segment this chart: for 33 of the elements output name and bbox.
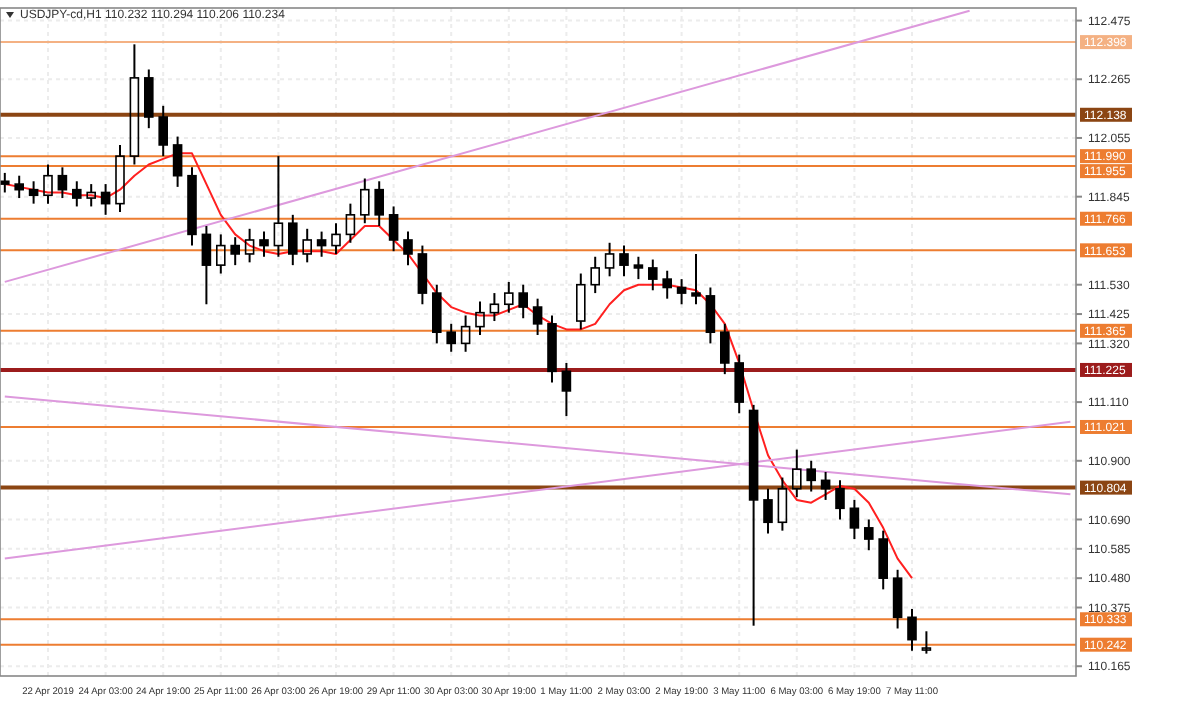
candlestick: [187, 166, 197, 247]
candlestick: [158, 104, 168, 158]
candlestick: [43, 163, 53, 205]
candlestick: [57, 166, 68, 200]
candlestick: [129, 43, 140, 166]
candlestick: [475, 300, 485, 337]
candlestick: [460, 314, 471, 353]
candlestick: [864, 518, 874, 552]
candlestick: [230, 236, 240, 267]
candlestick: [216, 233, 226, 275]
candlestick: [331, 222, 341, 255]
candlestick: [345, 202, 356, 244]
candlestick: [28, 180, 39, 205]
candlestick: [374, 180, 384, 228]
candlestick: [835, 479, 845, 521]
candlestick: [547, 314, 557, 384]
candlestick: [489, 292, 500, 323]
candlestick: [763, 487, 773, 535]
candlestick: [115, 143, 125, 214]
candlestick: [100, 183, 111, 216]
candlestick: [144, 68, 154, 130]
candlestick: [201, 225, 212, 306]
candlestick: [388, 205, 399, 253]
candlestick: [777, 476, 788, 532]
candlestick: [907, 607, 917, 652]
candlestick: [748, 403, 759, 627]
candlestick: [705, 286, 716, 345]
candlestick: [820, 470, 831, 501]
candlestick: [561, 361, 572, 418]
candlestick: [849, 498, 860, 541]
candlestick: [676, 278, 687, 306]
candlestick: [504, 280, 514, 314]
candlestick: [273, 155, 284, 258]
